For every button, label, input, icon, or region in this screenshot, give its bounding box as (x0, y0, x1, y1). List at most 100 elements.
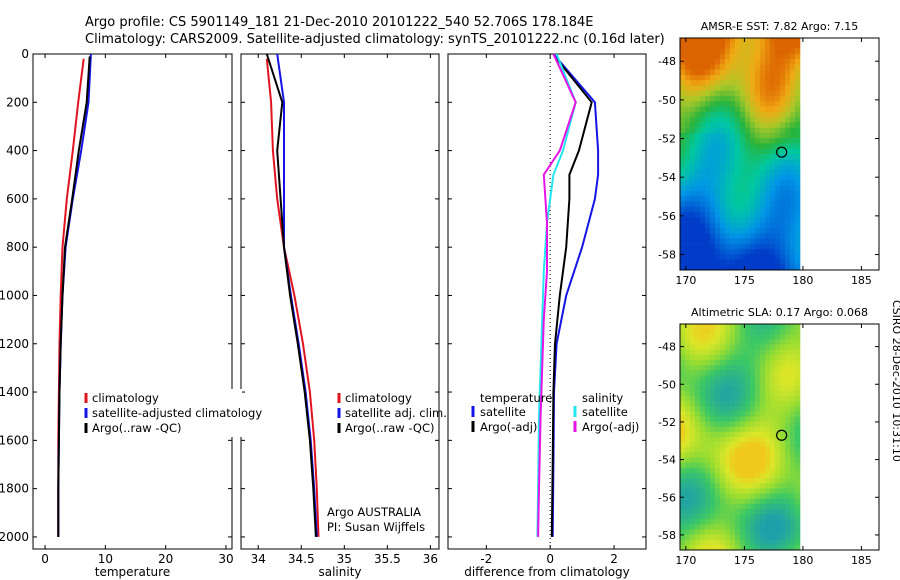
map-cell (785, 117, 791, 123)
map-cell (710, 196, 716, 202)
map-cell (770, 457, 776, 463)
map-cell (680, 344, 686, 350)
map-cell (780, 159, 786, 165)
map-cell (695, 212, 701, 218)
map-cell (760, 96, 766, 102)
map-cell (695, 503, 701, 510)
map-cell (720, 111, 726, 118)
map-cell (740, 175, 746, 181)
map-cell (685, 159, 691, 165)
map-cell (740, 426, 746, 433)
map-cell (685, 339, 691, 345)
map-cell (690, 544, 696, 551)
salinity-legend: climatology satellite adj. clim. Argo(..… (327, 391, 447, 534)
map-cell (680, 437, 686, 443)
map-cell (775, 227, 781, 234)
map-cell (725, 254, 731, 260)
map-cell (730, 48, 736, 55)
map-cell (725, 212, 731, 218)
map-cell (715, 544, 721, 551)
map-cell (740, 519, 746, 525)
map-cell (780, 508, 786, 515)
map-cell (725, 238, 731, 244)
map-cell (680, 169, 686, 176)
map-cell (725, 503, 731, 510)
map-cell (715, 169, 721, 176)
map-cell (740, 380, 746, 386)
map-cell (780, 539, 786, 546)
map-cell (730, 111, 736, 118)
map-cell (785, 148, 791, 155)
map-cell (760, 254, 766, 260)
map-cell (770, 264, 776, 271)
map-cell (765, 212, 771, 218)
map-cell (755, 101, 761, 107)
map-cell (715, 354, 721, 361)
map-cell (705, 514, 711, 520)
map-cell (710, 117, 716, 123)
map-cell (720, 69, 726, 76)
map-cell (795, 127, 801, 134)
map-cell (740, 524, 746, 530)
map-cell (685, 437, 691, 443)
map-cell (690, 534, 696, 541)
map-cell (740, 344, 746, 350)
map-cell (775, 48, 781, 55)
map-cell (735, 80, 741, 86)
map-cell (795, 493, 801, 499)
map-cell (740, 483, 746, 489)
map-cell (775, 324, 781, 330)
map-cell (690, 101, 696, 107)
map-cell (700, 370, 706, 376)
map-cell (755, 375, 761, 381)
map-cell (680, 53, 686, 60)
map-cell (690, 169, 696, 176)
x-tick-label: 2 (610, 552, 618, 566)
map-cell (680, 411, 686, 417)
map-cell (745, 447, 751, 453)
map-cell (790, 349, 796, 356)
map-cell (685, 38, 691, 44)
map-cell (725, 534, 731, 541)
map-cell (795, 344, 801, 350)
map-cell (760, 117, 766, 123)
map-cell (780, 233, 786, 239)
series-line-2 (536, 53, 577, 537)
map-cell (685, 395, 691, 402)
map-cell (720, 132, 726, 139)
map-cell (770, 426, 776, 433)
map-cell (735, 106, 741, 113)
map-cell (775, 85, 781, 92)
map-cell (755, 324, 761, 330)
map-cell (775, 212, 781, 218)
map-cell (765, 180, 771, 186)
map-cell (700, 334, 706, 340)
map-cell (710, 48, 716, 55)
map-cell (740, 96, 746, 102)
map-cell (710, 519, 716, 525)
map-cell (740, 437, 746, 443)
map-cell (765, 385, 771, 392)
map-cell (740, 416, 746, 422)
map-cell (680, 385, 686, 392)
map-cell (775, 196, 781, 202)
map-cell (760, 227, 766, 234)
difference-legend: temperature salinity satellite Argo(-adj… (471, 391, 639, 434)
map-cell (765, 38, 771, 44)
map-cell (685, 85, 691, 92)
map-cell (770, 508, 776, 515)
map-cell (765, 185, 771, 192)
map-cell (705, 472, 711, 479)
map-cell (790, 503, 796, 510)
map-cell (725, 101, 731, 107)
map-cell (700, 138, 706, 144)
map-cell (705, 264, 711, 271)
map-cell (795, 508, 801, 515)
map-cell (785, 185, 791, 192)
map-cell (750, 43, 756, 49)
map-cell (750, 334, 756, 340)
map-cell (770, 138, 776, 144)
map-cell (710, 227, 716, 234)
map-cell (790, 390, 796, 397)
map-cell (695, 416, 701, 422)
